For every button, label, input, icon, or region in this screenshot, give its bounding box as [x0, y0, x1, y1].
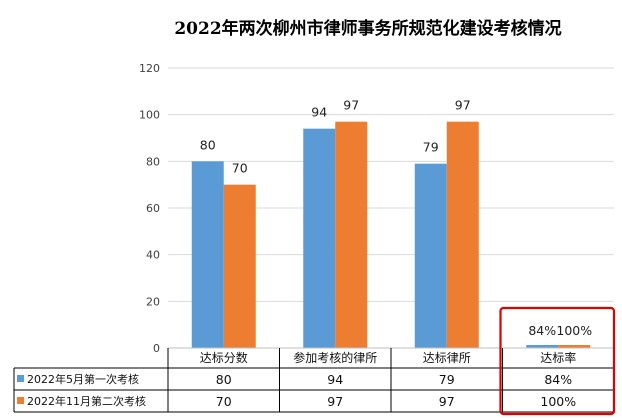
table-cell: 94: [327, 372, 343, 387]
chart-title: 2022年两次柳州市律师事务所规范化建设考核情况: [174, 18, 561, 39]
y-tick-label: 120: [139, 62, 160, 75]
data-label: 80: [200, 137, 216, 152]
y-tick-label: 60: [146, 202, 160, 215]
bar: [223, 184, 256, 348]
bar: [446, 121, 479, 349]
table-cell: 97: [439, 394, 455, 409]
bar: [191, 161, 224, 348]
category-label: 参加考核的律所: [293, 350, 377, 365]
y-tick-label: 0: [153, 342, 160, 355]
y-tick-label: 80: [146, 155, 160, 168]
table-cell: 79: [439, 372, 455, 387]
legend-swatch: [17, 397, 24, 404]
table-cell: 80: [216, 372, 232, 387]
data-label: 97: [343, 98, 359, 113]
table-cell: 97: [327, 394, 343, 409]
y-tick-label: 40: [146, 249, 160, 262]
data-label: 94: [311, 105, 327, 120]
y-tick-label: 20: [146, 295, 160, 308]
bar: [414, 163, 447, 348]
category-label: 达标率: [540, 350, 576, 365]
data-label: 100%: [556, 323, 592, 338]
category-label: 达标律所: [423, 351, 471, 365]
legend-swatch: [17, 375, 24, 382]
category-label: 达标分数: [200, 350, 248, 365]
data-label: 70: [232, 161, 248, 176]
y-tick-label: 100: [139, 109, 160, 122]
data-table: 达标分数 参加考核的律所 达标律所 达标率 2022年5月第一次考核 80 94 79 84% 2…: [13, 347, 615, 413]
data-labels: 80 94 79 84% 70 97 97 100%: [200, 98, 592, 338]
bar: [558, 345, 591, 348]
bars: [191, 121, 591, 349]
table-cell: 70: [216, 394, 232, 409]
data-label: 84%: [528, 323, 556, 338]
highlight-box: [499, 306, 616, 416]
table-cell: 100%: [540, 394, 576, 409]
data-label: 79: [423, 140, 439, 155]
y-axis: 0 20 40 60 80 100 120: [139, 62, 160, 355]
table-cell: 84%: [544, 372, 572, 387]
legend-label: 2022年11月第二次考核: [27, 394, 146, 408]
highlight-rect: [499, 306, 616, 416]
bar: [335, 121, 368, 349]
data-label: 97: [455, 98, 471, 113]
legend-label: 2022年5月第一次考核: [27, 372, 139, 386]
bar: [526, 345, 559, 348]
bar: [303, 128, 336, 348]
